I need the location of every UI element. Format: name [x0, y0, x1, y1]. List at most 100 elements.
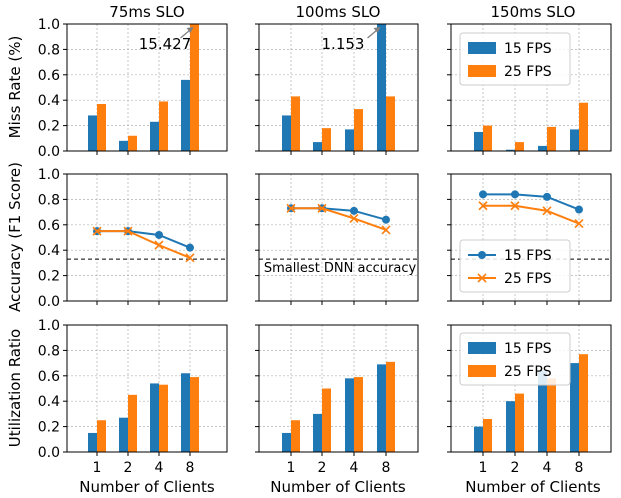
- xtick-label: 8: [186, 460, 195, 476]
- xtick-label: 8: [575, 460, 584, 476]
- point-25fps-4: [349, 213, 359, 224]
- bar-25fps-2: [128, 135, 137, 151]
- bar-25fps-8: [386, 96, 395, 151]
- legend-swatch-15fps: [468, 42, 496, 54]
- bar-25fps-8: [386, 361, 395, 452]
- bar-15fps-2: [506, 149, 515, 151]
- point-15fps-4: [543, 192, 551, 201]
- legend: 15 FPS 25 FPS: [459, 332, 571, 386]
- bar-25fps-8: [190, 24, 199, 151]
- panel-utilization-0: 0.0 0.2 0.4 0.6 0.8 1.0 1 2 4 8: [38, 318, 228, 476]
- point-15fps-8: [186, 243, 194, 252]
- point-25fps-4: [154, 240, 164, 250]
- bar-15fps-8: [570, 363, 579, 452]
- point-15fps-8: [382, 215, 390, 224]
- point-25fps-2: [317, 203, 327, 213]
- bar-25fps-1: [97, 420, 106, 452]
- ytick-label: 0.8: [38, 42, 60, 58]
- bar-15fps-4: [345, 378, 354, 452]
- axes-frame: [66, 23, 228, 152]
- point-25fps-2: [123, 226, 133, 236]
- bar-15fps-4: [150, 121, 159, 151]
- xtick-label: 2: [511, 460, 520, 476]
- legend-label-25fps: 25 FPS: [504, 364, 552, 380]
- legend-marker-circle: [478, 251, 486, 259]
- axes-frame: [450, 324, 612, 453]
- xtick-label: 1: [93, 460, 102, 476]
- line-15fps: [97, 230, 191, 249]
- point-15fps-2: [511, 190, 519, 199]
- bar-25fps-1: [483, 418, 492, 452]
- legend-marker-x: [477, 273, 487, 283]
- annotation-arrowhead: [373, 27, 381, 33]
- line-25fps: [97, 230, 191, 259]
- xlabel-col-1: Number of Clients: [79, 478, 215, 496]
- panel-accuracy-0: 0.0 0.2 0.4 0.6 0.8 1.0: [38, 167, 228, 310]
- column-title-75ms: 75ms SLO: [109, 3, 184, 21]
- ylabel-utilization: Utilization Ratio: [6, 329, 24, 447]
- xtick-label: 8: [382, 460, 391, 476]
- bar-15fps-8: [181, 373, 190, 452]
- bar-15fps-4: [150, 383, 159, 452]
- legend-swatch-25fps: [468, 365, 496, 377]
- ytick-label: 0.2: [38, 119, 60, 135]
- bar-15fps-2: [313, 413, 322, 452]
- point-25fps-2: [510, 201, 520, 211]
- legend-swatch-15fps: [468, 342, 496, 354]
- axes-frame: [450, 173, 612, 302]
- bar-25fps-4: [547, 126, 556, 151]
- legend-label-15fps: 15 FPS: [504, 248, 552, 264]
- bar-15fps-1: [282, 115, 291, 151]
- line-15fps: [483, 193, 580, 211]
- ylabel-miss-rate: Miss Rate (%): [6, 36, 24, 139]
- legend-label-25fps: 25 FPS: [504, 271, 552, 287]
- legend-label-15fps: 15 FPS: [504, 41, 552, 57]
- xlabel-col-2: Number of Clients: [270, 478, 406, 496]
- bar-15fps-1: [88, 432, 97, 452]
- axes-frame: [66, 324, 228, 453]
- axes-frame: [258, 23, 419, 152]
- point-15fps-8: [575, 205, 583, 214]
- annotation-1153: 1.153: [322, 35, 365, 53]
- point-25fps-8: [574, 218, 584, 229]
- annotation-15427: 15.427: [139, 35, 192, 53]
- bar-25fps-1: [291, 96, 300, 151]
- bar-25fps-4: [159, 384, 168, 452]
- xtick-label: 4: [155, 460, 164, 476]
- panel-utilization-2: 1 2 4 8: [447, 324, 612, 476]
- column-title-100ms: 100ms SLO: [296, 3, 381, 21]
- ytick-label: 0.6: [38, 369, 60, 385]
- bar-25fps-2: [515, 142, 524, 151]
- panel-miss_rate-0: 0.0 0.2 0.4 0.6 0.8 1.0: [38, 17, 228, 160]
- bar-15fps-1: [474, 131, 483, 151]
- ytick-label: 1.0: [38, 167, 60, 183]
- legend: 15 FPS 25 FPS: [459, 239, 571, 293]
- ytick-label: 0.8: [38, 343, 60, 359]
- bar-15fps-2: [119, 417, 128, 452]
- bar-25fps-8: [579, 102, 588, 151]
- bar-25fps-4: [159, 101, 168, 151]
- ytick-label: 0.0: [38, 294, 60, 310]
- legend-label-25fps: 25 FPS: [504, 64, 552, 80]
- point-25fps-1: [92, 226, 102, 236]
- bar-25fps-1: [291, 420, 300, 452]
- panel-accuracy-1: [255, 173, 419, 305]
- axes-frame: [66, 173, 228, 302]
- ytick-label: 0.4: [38, 394, 60, 410]
- legend: 15 FPS 25 FPS: [459, 32, 571, 86]
- bar-15fps-1: [88, 115, 97, 151]
- axes-frame: [450, 23, 612, 152]
- legend-label-15fps: 15 FPS: [504, 341, 552, 357]
- xtick-label: 1: [287, 460, 296, 476]
- point-15fps-4: [155, 230, 163, 239]
- panel-miss_rate-1: [255, 23, 419, 155]
- column-title-150ms: 150ms SLO: [491, 3, 576, 21]
- xlabel-col-3: Number of Clients: [465, 478, 601, 496]
- point-25fps-1: [286, 203, 296, 213]
- bar-15fps-8: [570, 129, 579, 151]
- bar-15fps-2: [313, 142, 322, 151]
- reference-line-label: Smallest DNN accuracy: [264, 261, 417, 276]
- bar-25fps-2: [322, 128, 331, 151]
- point-25fps-8: [381, 225, 391, 235]
